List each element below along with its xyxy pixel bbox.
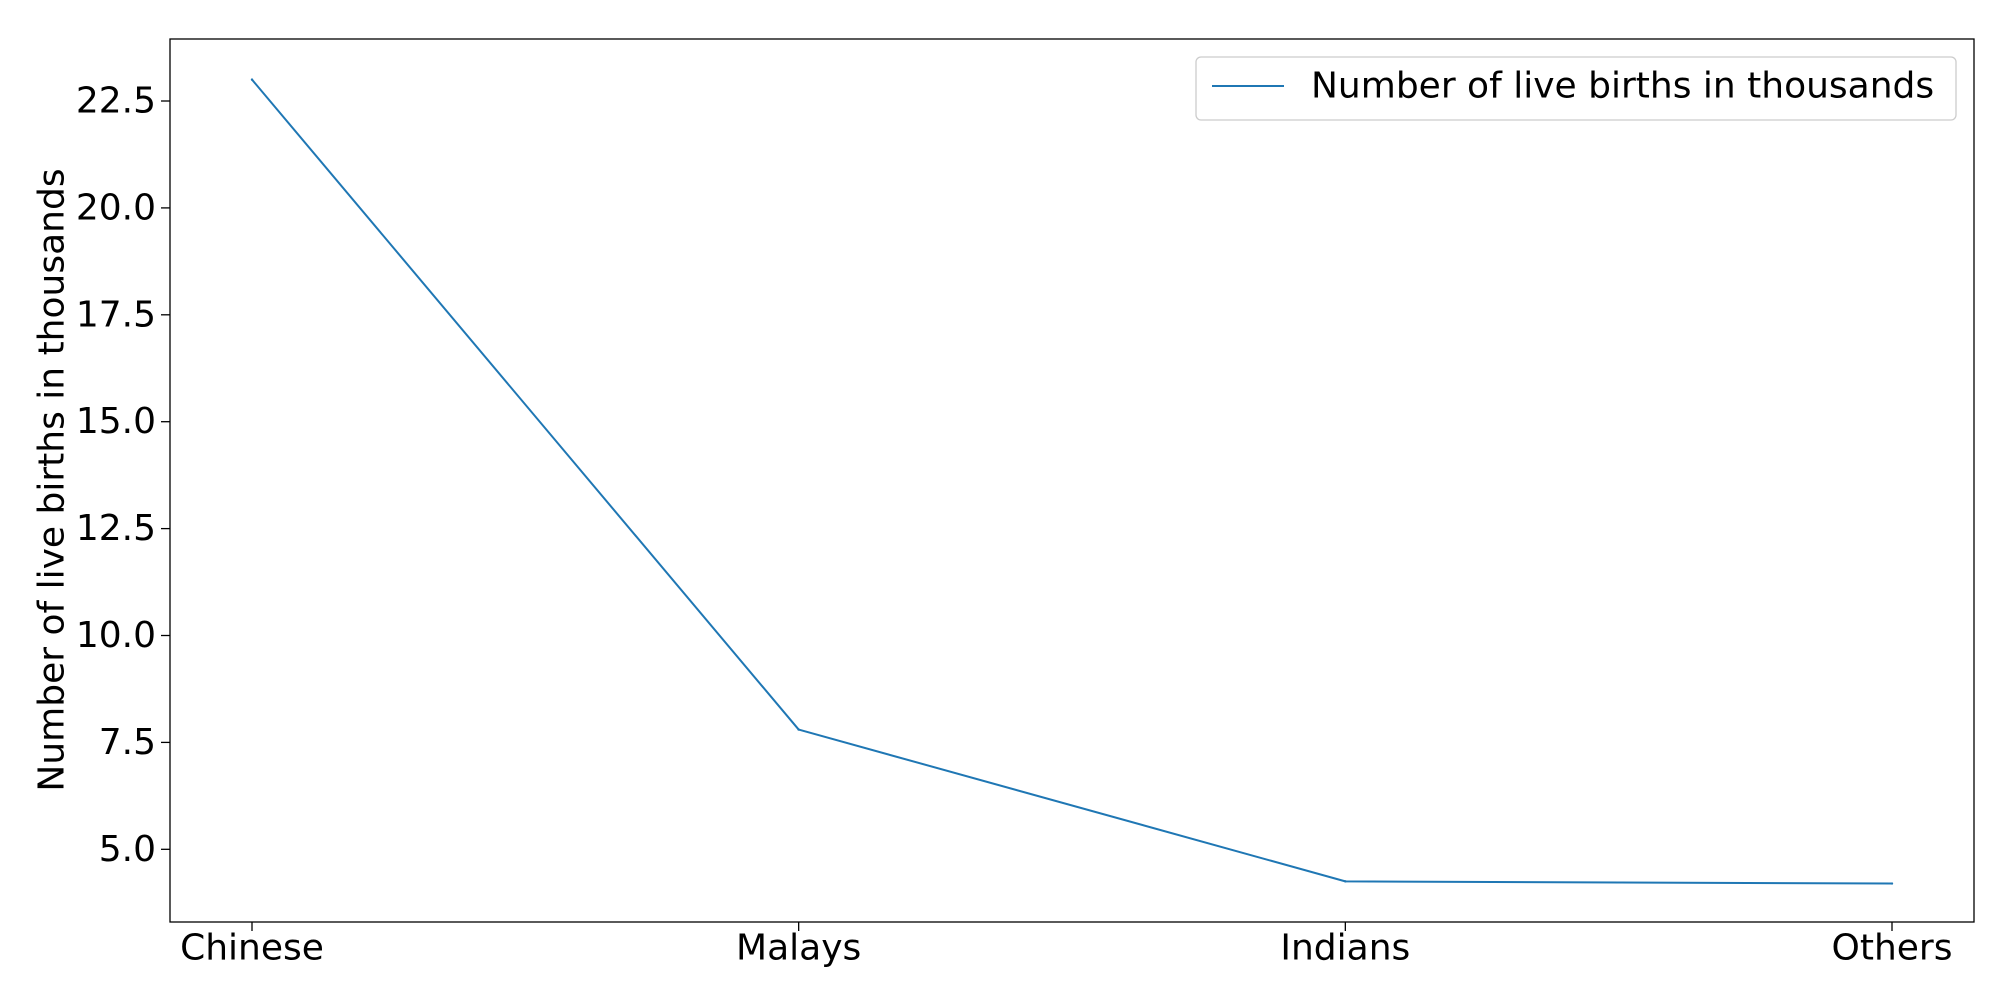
y-axis-ticks: 5.0 7.5 10.0 12.5 15.0 17.5 20.0 22.5 [76, 81, 170, 870]
x-tick-label: Others [1832, 928, 1953, 969]
y-tick-label: 5.0 [99, 829, 156, 870]
y-axis-label: Number of live births in thousands [32, 168, 73, 791]
series-layer [250, 78, 1894, 885]
data-point [1344, 880, 1347, 883]
y-tick-label: 7.5 [99, 722, 156, 763]
data-point [1890, 882, 1894, 885]
x-tick-label: Chinese [180, 928, 324, 969]
y-tick-label: 10.0 [76, 615, 156, 656]
data-point [797, 728, 800, 731]
y-tick-label: 20.0 [76, 187, 156, 228]
plot-area [169, 38, 1975, 923]
data-point [250, 78, 254, 81]
legend: Number of live births in thousands [1195, 56, 1957, 121]
legend-box [1195, 56, 1957, 121]
x-tick-label: Malays [736, 928, 861, 969]
series-line [251, 78, 1893, 885]
x-tick-label: Indians [1280, 928, 1410, 969]
y-tick-label: 15.0 [76, 401, 156, 442]
legend-label: Number of live births in thousands [1311, 66, 1934, 107]
y-tick-label: 12.5 [76, 508, 156, 549]
y-tick-label: 22.5 [76, 81, 156, 122]
x-axis-ticks: Chinese Malays Indians Others [180, 922, 1952, 969]
y-tick-label: 17.5 [76, 294, 156, 335]
